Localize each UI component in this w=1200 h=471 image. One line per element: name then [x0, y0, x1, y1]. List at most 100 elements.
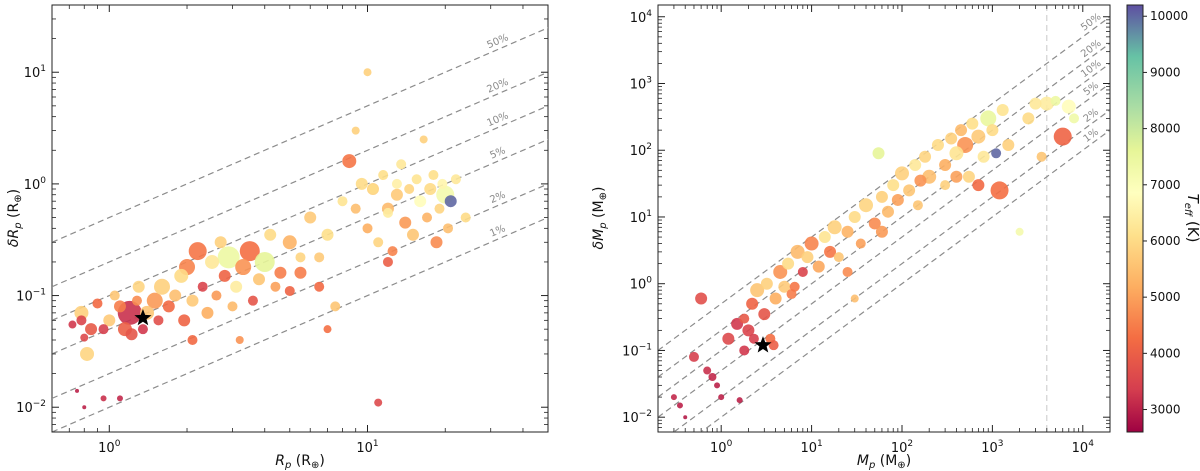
planet-point — [1050, 95, 1061, 106]
planet-point — [154, 278, 170, 295]
y-tick-label: 10−2 — [622, 409, 652, 426]
planet-point — [912, 200, 923, 211]
planet-point — [695, 292, 708, 305]
y-tick-label: 10−1 — [16, 288, 46, 305]
planet-point — [949, 146, 964, 161]
planet-point — [875, 190, 888, 203]
planet-point — [460, 212, 471, 223]
planet-point — [437, 178, 448, 189]
planet-point — [768, 340, 779, 351]
planet-point — [931, 138, 944, 151]
precision-line — [700, 129, 1110, 432]
planet-point — [824, 245, 837, 258]
planet-point — [350, 203, 361, 214]
colorbar-tick-label: 9000 — [1150, 65, 1181, 79]
temperature-colorbar: 3000 4000 5000 6000 7000 8000 9000 10000 Teff (… — [1126, 4, 1200, 433]
planet-point — [887, 179, 900, 192]
planet-point — [304, 211, 317, 224]
planet-point — [146, 292, 163, 309]
planet-point — [986, 124, 999, 137]
planet-point — [1069, 113, 1080, 124]
planet-point — [382, 256, 393, 267]
planet-point — [881, 205, 894, 218]
colorbar-gradient — [1126, 4, 1144, 433]
planet-point — [703, 366, 712, 375]
y-tick-label: 103 — [630, 75, 652, 92]
planet-point — [1036, 151, 1047, 162]
x-tick-label: 103 — [981, 439, 1003, 456]
planet-point — [362, 223, 373, 234]
planet-point — [187, 335, 198, 345]
planet-point — [230, 280, 243, 293]
radius-data-points — [68, 68, 471, 410]
planet-point — [323, 325, 332, 334]
planet-point — [85, 323, 98, 336]
y-tick-label: 10−2 — [16, 399, 46, 416]
colorbar-ticks: 3000 4000 5000 6000 7000 8000 9000 10000 — [1143, 9, 1188, 417]
planet-point — [137, 324, 148, 335]
planet-point — [676, 402, 683, 409]
planet-point — [940, 180, 951, 191]
colorbar-tick-label: 8000 — [1150, 122, 1181, 136]
planet-point — [1053, 127, 1072, 146]
planet-point — [424, 183, 437, 195]
planet-point — [778, 280, 791, 293]
planet-point — [688, 351, 699, 362]
planet-point — [330, 301, 341, 312]
planet-point — [270, 281, 281, 292]
planet-point — [387, 246, 398, 257]
planet-point — [98, 324, 109, 335]
planet-point — [428, 170, 439, 181]
planet-point — [406, 228, 419, 241]
planet-point — [739, 345, 750, 356]
planet-point — [797, 266, 808, 277]
planet-point — [1002, 138, 1015, 151]
planet-point — [980, 110, 997, 127]
planet-point — [282, 235, 297, 250]
mass-data-points — [670, 95, 1080, 420]
planet-point — [274, 266, 287, 279]
planet-point — [848, 210, 861, 223]
planet-point — [804, 236, 819, 251]
planet-point — [80, 333, 89, 342]
planet-point — [1039, 96, 1054, 111]
planet-point — [109, 290, 120, 301]
mass-x-axis-label: Mp (M⊕) — [857, 453, 911, 471]
planet-point — [748, 333, 759, 344]
planet-point — [769, 292, 782, 305]
planet-point — [903, 184, 916, 197]
planet-point — [742, 324, 755, 337]
planet-point — [254, 251, 275, 272]
planet-point — [430, 236, 443, 249]
x-tick-label: 101 — [800, 439, 822, 456]
planet-point — [966, 117, 979, 130]
planet-point — [1015, 227, 1024, 236]
planet-point — [443, 223, 454, 234]
planet-point — [342, 154, 357, 169]
planet-point — [125, 328, 138, 341]
planet-point — [201, 306, 214, 319]
x-tick-label: 101 — [356, 439, 378, 456]
planet-point — [314, 281, 325, 292]
planet-point — [750, 283, 765, 298]
planet-point — [868, 217, 881, 230]
planet-point — [909, 159, 922, 172]
colorbar-tick-label: 10000 — [1150, 9, 1188, 23]
planet-point — [227, 301, 238, 312]
colorbar-tick-label: 4000 — [1150, 346, 1181, 360]
radius-axis-ticks: 100 101 10−2 10−1 100 101 — [16, 4, 549, 456]
planet-point — [1029, 97, 1042, 110]
precision-line — [658, 16, 1110, 351]
x-tick-label: 102 — [891, 439, 913, 456]
planet-point — [75, 388, 80, 393]
colorbar-tick-label: 6000 — [1150, 234, 1181, 248]
precision-line — [52, 216, 548, 432]
planet-point — [253, 273, 265, 286]
planet-point — [355, 177, 368, 190]
planet-point — [399, 216, 412, 229]
planet-point — [894, 166, 909, 181]
planet-point — [945, 132, 958, 145]
planet-point — [1022, 112, 1035, 125]
